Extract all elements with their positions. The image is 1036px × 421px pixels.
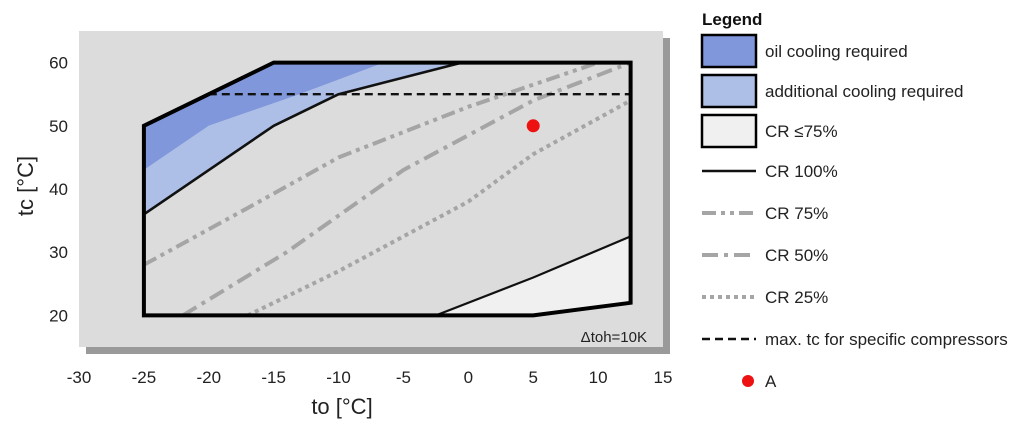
- legend-item-cr-75: CR ≤75%: [700, 113, 838, 149]
- legend-label: CR 100%: [765, 162, 838, 181]
- legend-item-cr-75: CR 75%: [702, 204, 828, 223]
- x-tick-label: -20: [196, 368, 221, 387]
- line-cr-50-2: [181, 60, 632, 318]
- region-additional-cooling-required: [143, 62, 462, 215]
- envelope-layer: [141, 60, 633, 318]
- x-tick-label: -15: [261, 368, 286, 387]
- legend-label: max. tc for specific compressors: [765, 330, 1008, 349]
- legend-label: CR 25%: [765, 288, 828, 307]
- y-tick-label: 60: [49, 54, 68, 73]
- line-cr-25-3: [246, 98, 632, 318]
- legend-label: additional cooling required: [765, 82, 963, 101]
- legend-item-cr-25: CR 25%: [702, 288, 828, 307]
- x-tick-label: -5: [396, 368, 411, 387]
- x-tick-label: 15: [654, 368, 673, 387]
- legend-swatch: [700, 33, 758, 69]
- y-tick-label: 20: [49, 306, 68, 325]
- delta-toh-annotation: Δtoh=10K: [581, 329, 647, 346]
- legend-item-oil-cooling-required: oil cooling required: [700, 33, 908, 69]
- line-cr-100-0: [143, 61, 463, 216]
- x-tick-label: -30: [67, 368, 92, 387]
- y-tick-label: 30: [49, 243, 68, 262]
- legend-item-cr-100: CR 100%: [702, 162, 838, 181]
- point-a: [526, 119, 540, 133]
- x-tick-label: 0: [464, 368, 473, 387]
- legend-item-additional-cooling-required: additional cooling required: [700, 73, 963, 109]
- line-cr-75-1: [142, 60, 599, 267]
- x-axis-title: to [°C]: [311, 394, 372, 419]
- legend-label: oil cooling required: [765, 42, 908, 61]
- x-tick-label: 10: [589, 368, 608, 387]
- legend-label: CR 50%: [765, 246, 828, 265]
- legend-swatch: [700, 73, 758, 109]
- legend: Legend oil cooling required additional co…: [700, 10, 1008, 391]
- legend-swatch: [700, 113, 758, 149]
- operating-envelope: [141, 60, 633, 318]
- region-oil-cooling-required: [143, 62, 384, 170]
- x-tick-label: 5: [528, 368, 537, 387]
- legend-item-max-tc-for-specific-compressors: max. tc for specific compressors: [702, 330, 1008, 349]
- x-tick-label: -10: [326, 368, 351, 387]
- legend-item-a: A: [742, 372, 777, 391]
- legend-title: Legend: [702, 10, 762, 29]
- y-tick-label: 40: [49, 180, 68, 199]
- legend-label: CR ≤75%: [765, 122, 838, 141]
- y-tick-label: 50: [49, 117, 68, 136]
- legend-swatch: [742, 375, 754, 387]
- line-cr-100-5: [435, 235, 632, 317]
- legend-item-cr-50: CR 50%: [702, 246, 828, 265]
- ticks-layer: -30 -25 -20 -15 -10 -5 0 5 10 15 20 30 40 50 60: [49, 54, 672, 387]
- points-layer: [526, 119, 540, 133]
- legend-label: CR 75%: [765, 204, 828, 223]
- y-axis-title: tc [°C]: [13, 156, 38, 216]
- legend-label: A: [765, 372, 777, 391]
- x-tick-label: -25: [132, 368, 157, 387]
